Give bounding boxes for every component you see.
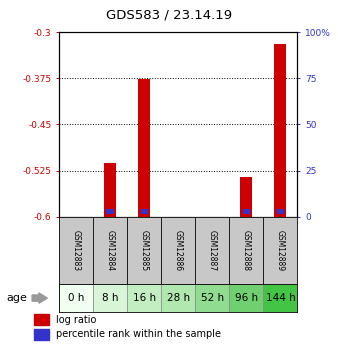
Text: GDS583 / 23.14.19: GDS583 / 23.14.19 <box>106 9 232 22</box>
Text: 28 h: 28 h <box>167 293 190 303</box>
Text: 144 h: 144 h <box>266 293 295 303</box>
Bar <box>127 284 161 312</box>
Text: GSM12885: GSM12885 <box>140 230 149 271</box>
Text: GSM12884: GSM12884 <box>106 230 115 271</box>
Text: percentile rank within the sample: percentile rank within the sample <box>56 329 221 339</box>
Text: GSM12886: GSM12886 <box>174 230 183 271</box>
Bar <box>34 314 49 325</box>
Text: GSM12888: GSM12888 <box>242 230 251 271</box>
Bar <box>195 284 230 312</box>
Bar <box>243 209 250 214</box>
Text: 16 h: 16 h <box>133 293 156 303</box>
Bar <box>104 163 116 217</box>
Bar <box>59 284 93 312</box>
Text: 0 h: 0 h <box>68 293 84 303</box>
Bar <box>274 45 286 217</box>
Bar <box>161 284 195 312</box>
Bar <box>277 209 284 214</box>
Bar <box>93 284 127 312</box>
Text: age: age <box>7 293 28 303</box>
Text: 52 h: 52 h <box>201 293 224 303</box>
Text: GSM12889: GSM12889 <box>276 230 285 271</box>
Text: GSM12887: GSM12887 <box>208 230 217 271</box>
Bar <box>106 209 114 214</box>
Bar <box>263 284 297 312</box>
Text: 8 h: 8 h <box>102 293 118 303</box>
Bar <box>230 284 263 312</box>
Text: log ratio: log ratio <box>56 315 96 325</box>
Bar <box>138 79 150 217</box>
Bar <box>141 209 148 214</box>
FancyArrow shape <box>32 293 47 303</box>
Text: 96 h: 96 h <box>235 293 258 303</box>
Bar <box>34 329 49 340</box>
Bar <box>240 177 252 217</box>
Text: GSM12883: GSM12883 <box>72 230 81 271</box>
